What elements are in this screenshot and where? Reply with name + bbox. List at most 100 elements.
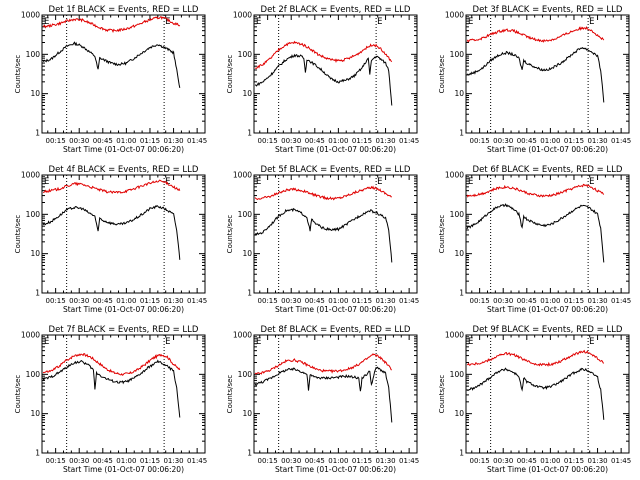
panel-det-9: Det 9f BLACK = Events, RED = LLD 1 10 100 10… — [438, 325, 631, 474]
y-axis-label: Counts/sec — [14, 375, 22, 414]
x-axis-label: Start Time (01-Oct-07 00:06:20) — [63, 305, 184, 314]
x-tick-label: 01:00 — [116, 457, 136, 465]
x-axis-label: Start Time (01-Oct-07 00:06:20) — [275, 465, 396, 474]
x-tick-label: 00:15 — [470, 297, 490, 305]
plot-frame — [465, 174, 630, 294]
x-tick-label: 01:15 — [564, 297, 584, 305]
x-tick-label: 00:15 — [258, 457, 278, 465]
x-tick-label: 00:30 — [493, 457, 513, 465]
panel-det-8: Det 8f BLACK = Events, RED = LLD 1 10 100 10… — [226, 325, 419, 474]
y-tick-label: 1000 — [233, 11, 252, 20]
x-tick-label: 00:30 — [281, 297, 301, 305]
x-tick-label: 00:45 — [305, 457, 325, 465]
event-marker-label: E — [44, 177, 49, 187]
y-tick-label: 100 — [26, 370, 41, 379]
y-tick-label: 1000 — [21, 11, 40, 20]
x-tick-label: 01:15 — [352, 137, 372, 145]
x-tick-label: 01:15 — [140, 457, 160, 465]
events-series-line — [254, 366, 393, 423]
lld-series-line — [255, 40, 393, 69]
events-series-line — [254, 53, 393, 106]
x-tick-label: 00:15 — [470, 457, 490, 465]
event-marker-label: E — [589, 17, 594, 27]
x-tick-label: 00:30 — [69, 297, 89, 305]
event-marker-label: E — [165, 17, 170, 27]
y-tick-label: 10 — [242, 89, 252, 98]
plot-frame — [465, 14, 630, 134]
y-tick-label: 100 — [238, 210, 253, 219]
x-axis-label: Start Time (01-Oct-07 00:06:20) — [63, 145, 184, 154]
lld-series-line — [42, 15, 181, 34]
x-tick-label: 01:00 — [116, 297, 136, 305]
x-tick-label: 01:00 — [328, 457, 348, 465]
panel-title: Det 4f BLACK = Events, RED = LLD — [49, 165, 199, 175]
lld-series-line — [466, 183, 605, 198]
panel-det-6: Det 6f BLACK = Events, RED = LLD 1 10 100 10… — [438, 165, 631, 314]
x-tick-label: 01:45 — [187, 137, 207, 145]
x-axis-label: Start Time (01-Oct-07 00:06:20) — [487, 465, 608, 474]
x-tick-label: 01:00 — [540, 137, 560, 145]
plot-frame — [253, 14, 418, 134]
x-tick-label: 01:30 — [587, 137, 607, 145]
events-series-line — [42, 204, 181, 260]
x-tick-label: 00:30 — [493, 137, 513, 145]
plot-frame — [41, 174, 206, 294]
x-tick-label: 01:15 — [352, 457, 372, 465]
event-marker-label: E — [165, 337, 170, 347]
panel-det-2: Det 2f BLACK = Events, RED = LLD 1 10 100 10… — [226, 5, 419, 154]
x-tick-label: 01:45 — [187, 297, 207, 305]
events-series-line — [42, 359, 181, 418]
panel-det-4: Det 4f BLACK = Events, RED = LLD 1 10 100 10… — [14, 165, 207, 314]
y-tick-label: 100 — [238, 50, 253, 59]
x-tick-label: 00:30 — [69, 457, 89, 465]
x-tick-label: 01:30 — [375, 137, 395, 145]
lld-series-line — [466, 25, 605, 43]
lld-series-line — [254, 353, 392, 375]
panel-det-5: Det 5f BLACK = Events, RED = LLD 1 10 100 10… — [226, 165, 419, 314]
panel-title: Det 2f BLACK = Events, RED = LLD — [261, 5, 411, 15]
plot-frame — [253, 174, 418, 294]
event-marker-label: E — [44, 17, 49, 27]
panel-title: Det 8f BLACK = Events, RED = LLD — [261, 325, 411, 335]
y-axis-label: Counts/sec — [14, 55, 22, 94]
y-tick-label: 10 — [30, 409, 40, 418]
x-tick-label: 01:45 — [611, 457, 631, 465]
y-tick-label: 1000 — [445, 11, 464, 20]
x-tick-label: 01:30 — [587, 297, 607, 305]
event-marker-label: E — [468, 337, 473, 347]
x-tick-label: 00:45 — [305, 137, 325, 145]
y-axis-label: Counts/sec — [438, 375, 446, 414]
x-tick-label: 00:15 — [470, 137, 490, 145]
x-tick-label: 01:45 — [611, 297, 631, 305]
plot-frame — [41, 14, 206, 134]
event-marker-label: E — [589, 337, 594, 347]
x-tick-label: 01:15 — [564, 457, 584, 465]
x-axis-label: Start Time (01-Oct-07 00:06:20) — [63, 465, 184, 474]
x-tick-label: 01:15 — [352, 297, 372, 305]
lld-series-line — [254, 185, 392, 201]
y-tick-label: 1000 — [233, 171, 252, 180]
x-tick-label: 00:45 — [517, 297, 537, 305]
x-tick-label: 01:45 — [399, 137, 419, 145]
x-tick-label: 01:45 — [399, 457, 419, 465]
x-tick-label: 00:15 — [258, 297, 278, 305]
y-tick-label: 1 — [459, 289, 464, 298]
x-tick-label: 00:45 — [305, 297, 325, 305]
plot-frame — [465, 334, 630, 454]
y-tick-label: 1000 — [21, 171, 40, 180]
x-tick-label: 00:45 — [517, 137, 537, 145]
lld-series-line — [466, 349, 605, 367]
y-tick-label: 100 — [450, 210, 465, 219]
y-tick-label: 1 — [35, 129, 40, 138]
y-tick-label: 10 — [30, 89, 40, 98]
events-series-line — [466, 367, 605, 420]
panel-det-3: Det 3f BLACK = Events, RED = LLD 1 10 100 10… — [438, 5, 631, 154]
events-series-line — [43, 41, 181, 89]
events-series-line — [254, 207, 393, 263]
panel-det-7: Det 7f BLACK = Events, RED = LLD 1 10 100 10… — [14, 325, 207, 474]
x-tick-label: 01:00 — [540, 457, 560, 465]
y-tick-label: 1 — [459, 449, 464, 458]
y-axis-label: Counts/sec — [226, 215, 234, 254]
event-marker-label: E — [468, 177, 473, 187]
y-tick-label: 100 — [26, 210, 41, 219]
